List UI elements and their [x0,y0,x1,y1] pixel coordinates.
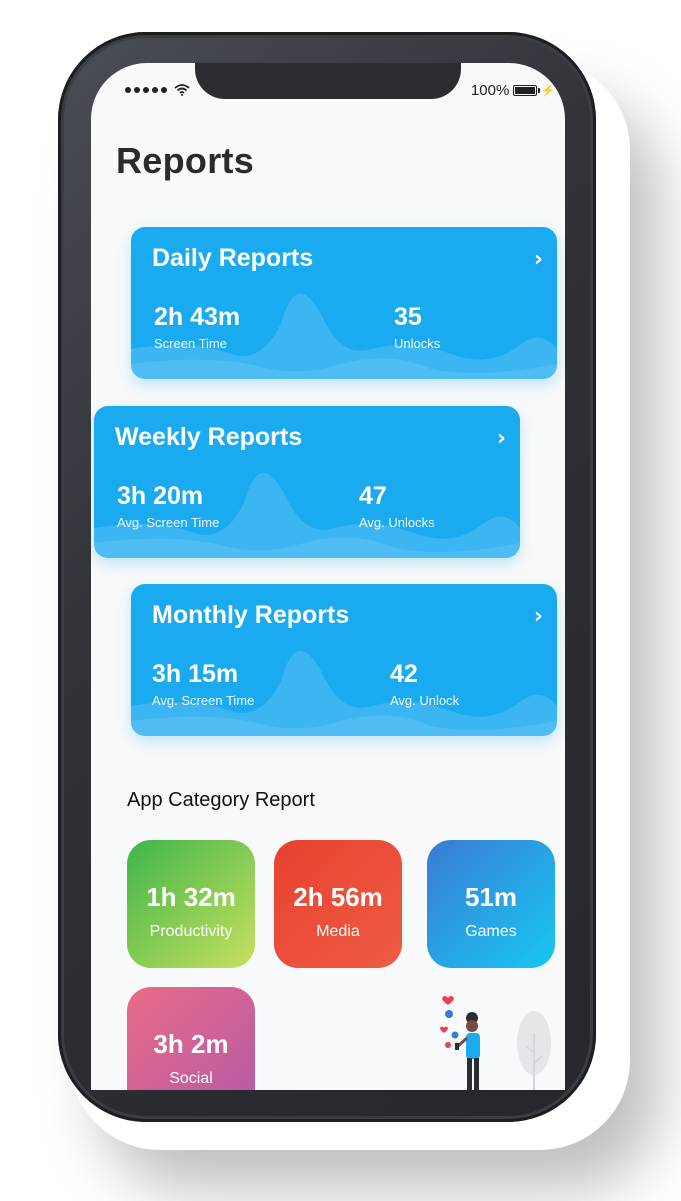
category-label: Social [169,1070,213,1087]
signal-dot [134,87,140,93]
wave-decoration [94,472,520,558]
signal-dot [161,87,167,93]
chevron-right-icon[interactable]: › [533,604,543,629]
battery-percent: 100% [470,82,510,99]
signal-dot [152,87,158,93]
screen-time-stat: 3h 20m Avg. Screen Time [117,482,219,530]
stat-value: 3h 15m [152,660,239,688]
signal-dot [143,87,149,93]
chevron-right-icon[interactable]: › [496,426,506,451]
screen-time-stat: 2h 43m Screen Time [154,303,240,351]
status-signal [125,84,190,96]
page-title: Reports [116,140,255,181]
stat-label: Screen Time [154,336,227,351]
battery-icon [513,85,541,96]
person-with-phone-illustration [440,996,551,1090]
app-category-title: App Category Report [127,789,315,811]
stat-value: 42 [390,660,418,688]
stat-label: Avg. Screen Time [152,693,255,708]
daily-reports-card[interactable]: Daily Reports › 2h 43m Screen Time 35 Un… [131,227,557,379]
monthly-reports-card[interactable]: Monthly Reports › 3h 15m Avg. Screen Tim… [131,584,557,736]
category-label: Productivity [149,923,233,940]
charging-icon: ⚡ [541,85,555,97]
stat-label: Avg. Unlock [390,693,460,708]
wifi-icon [174,84,190,96]
category-label: Media [316,923,360,940]
wave-decoration [131,293,557,379]
category-productivity-card[interactable]: 1h 32m Productivity [127,840,255,968]
screen-time-stat: 3h 15m Avg. Screen Time [152,660,254,708]
stat-value: 2h 43m [154,303,241,331]
category-value: 51m [464,882,518,912]
category-value: 3h 2m [153,1029,229,1059]
stat-label: Unlocks [394,336,441,351]
category-label: Games [465,923,517,940]
unlocks-stat: 35 Unlocks [394,303,440,351]
stat-value: 47 [359,482,387,510]
stat-label: Avg. Screen Time [117,515,220,530]
category-social-card[interactable]: 3h 2m Social [127,987,255,1090]
category-media-card[interactable]: 2h 56m Media [274,840,402,968]
stat-label: Avg. Unlocks [359,515,435,530]
stat-value: 35 [394,303,422,331]
phone-screen: 100% ⚡ Reports Daily Reports › 2h 43m Sc… [91,63,565,1090]
unlocks-stat: 42 Avg. Unlock [390,660,459,708]
category-value: 2h 56m [293,882,383,912]
weekly-reports-card[interactable]: Weekly Reports › 3h 20m Avg. Screen Time… [94,406,520,558]
category-games-card[interactable]: 51m Games [427,840,555,968]
unlocks-stat: 47 Avg. Unlocks [359,482,435,530]
notch [195,63,461,99]
card-title: Monthly Reports [152,601,350,629]
chevron-right-icon[interactable]: › [533,247,543,272]
category-value: 1h 32m [146,882,236,912]
signal-dot [125,87,131,93]
card-title: Weekly Reports [115,423,303,451]
card-title: Daily Reports [152,244,314,272]
status-battery: 100% ⚡ [471,82,555,99]
stat-value: 3h 20m [117,482,204,510]
wave-decoration [131,650,557,736]
